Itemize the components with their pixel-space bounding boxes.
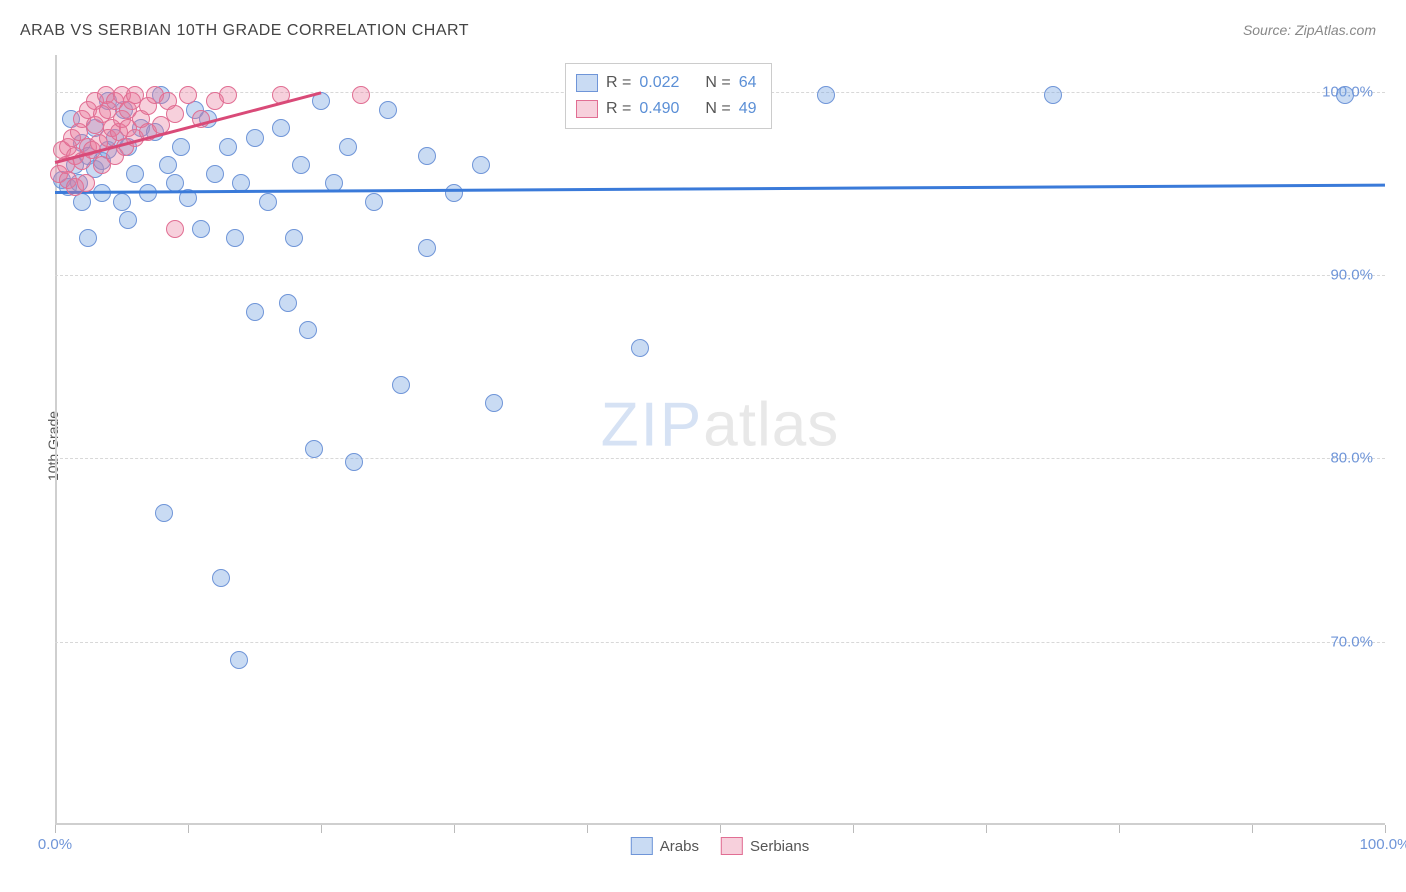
data-point bbox=[79, 229, 97, 247]
data-point bbox=[292, 156, 310, 174]
x-tick bbox=[853, 825, 854, 833]
data-point bbox=[1044, 86, 1062, 104]
data-point bbox=[285, 229, 303, 247]
data-point bbox=[352, 86, 370, 104]
data-point bbox=[418, 239, 436, 257]
data-point bbox=[485, 394, 503, 412]
y-tick-label: 70.0% bbox=[1330, 633, 1373, 650]
legend-row: R = 0.490 N = 49 bbox=[576, 96, 757, 122]
x-tick-label: 100.0% bbox=[1360, 836, 1406, 853]
gridline bbox=[55, 642, 1385, 643]
trend-line bbox=[55, 183, 1385, 193]
x-tick bbox=[587, 825, 588, 833]
scatter-plot: ZIPatlas ArabsSerbians 70.0%80.0%90.0%10… bbox=[55, 55, 1385, 825]
data-point bbox=[159, 156, 177, 174]
correlation-legend: R = 0.022 N = 64 R = 0.490 N = 49 bbox=[565, 63, 772, 129]
data-point bbox=[365, 193, 383, 211]
data-point bbox=[379, 101, 397, 119]
legend-item: Arabs bbox=[631, 837, 699, 855]
legend-swatch bbox=[576, 100, 598, 118]
data-point bbox=[119, 211, 137, 229]
y-tick-label: 90.0% bbox=[1330, 267, 1373, 284]
legend-swatch bbox=[631, 837, 653, 855]
series-legend: Arabs Serbians bbox=[631, 837, 809, 855]
n-value: 49 bbox=[739, 100, 757, 118]
legend-swatch bbox=[721, 837, 743, 855]
data-point bbox=[179, 86, 197, 104]
r-label: R = bbox=[606, 74, 631, 92]
n-value: 64 bbox=[739, 74, 757, 92]
x-tick bbox=[454, 825, 455, 833]
x-tick-label: 0.0% bbox=[38, 836, 72, 853]
data-point bbox=[631, 339, 649, 357]
data-point bbox=[246, 303, 264, 321]
x-tick bbox=[1385, 825, 1386, 833]
x-tick bbox=[986, 825, 987, 833]
x-tick bbox=[1119, 825, 1120, 833]
data-point bbox=[246, 129, 264, 147]
data-point bbox=[219, 86, 237, 104]
data-point bbox=[1336, 86, 1354, 104]
legend-swatch bbox=[576, 74, 598, 92]
legend-label: Arabs bbox=[660, 838, 699, 855]
y-tick-label: 80.0% bbox=[1330, 450, 1373, 467]
data-point bbox=[817, 86, 835, 104]
r-value: 0.490 bbox=[639, 100, 679, 118]
x-tick bbox=[1252, 825, 1253, 833]
n-label: N = bbox=[705, 100, 730, 118]
gridline bbox=[55, 458, 1385, 459]
x-tick bbox=[188, 825, 189, 833]
data-point bbox=[345, 453, 363, 471]
data-point bbox=[226, 229, 244, 247]
data-point bbox=[279, 294, 297, 312]
data-point bbox=[230, 651, 248, 669]
data-point bbox=[172, 138, 190, 156]
data-point bbox=[299, 321, 317, 339]
x-tick bbox=[321, 825, 322, 833]
gridline bbox=[55, 275, 1385, 276]
watermark-atlas: atlas bbox=[703, 390, 839, 459]
r-value: 0.022 bbox=[639, 74, 679, 92]
data-point bbox=[272, 119, 290, 137]
data-point bbox=[305, 440, 323, 458]
watermark-zip: ZIP bbox=[601, 390, 703, 459]
data-point bbox=[472, 156, 490, 174]
x-tick bbox=[55, 825, 56, 833]
legend-row: R = 0.022 N = 64 bbox=[576, 70, 757, 96]
data-point bbox=[126, 165, 144, 183]
data-point bbox=[445, 184, 463, 202]
r-label: R = bbox=[606, 100, 631, 118]
data-point bbox=[392, 376, 410, 394]
data-point bbox=[166, 220, 184, 238]
data-point bbox=[166, 105, 184, 123]
data-point bbox=[219, 138, 237, 156]
data-point bbox=[206, 165, 224, 183]
data-point bbox=[259, 193, 277, 211]
n-label: N = bbox=[705, 74, 730, 92]
chart-title: ARAB VS SERBIAN 10TH GRADE CORRELATION C… bbox=[20, 22, 469, 40]
x-tick bbox=[720, 825, 721, 833]
legend-item: Serbians bbox=[721, 837, 809, 855]
data-point bbox=[113, 193, 131, 211]
source-attribution: Source: ZipAtlas.com bbox=[1243, 22, 1376, 38]
watermark: ZIPatlas bbox=[601, 389, 839, 460]
data-point bbox=[155, 504, 173, 522]
data-point bbox=[192, 220, 210, 238]
legend-label: Serbians bbox=[750, 838, 809, 855]
data-point bbox=[212, 569, 230, 587]
data-point bbox=[339, 138, 357, 156]
data-point bbox=[418, 147, 436, 165]
data-point bbox=[77, 174, 95, 192]
